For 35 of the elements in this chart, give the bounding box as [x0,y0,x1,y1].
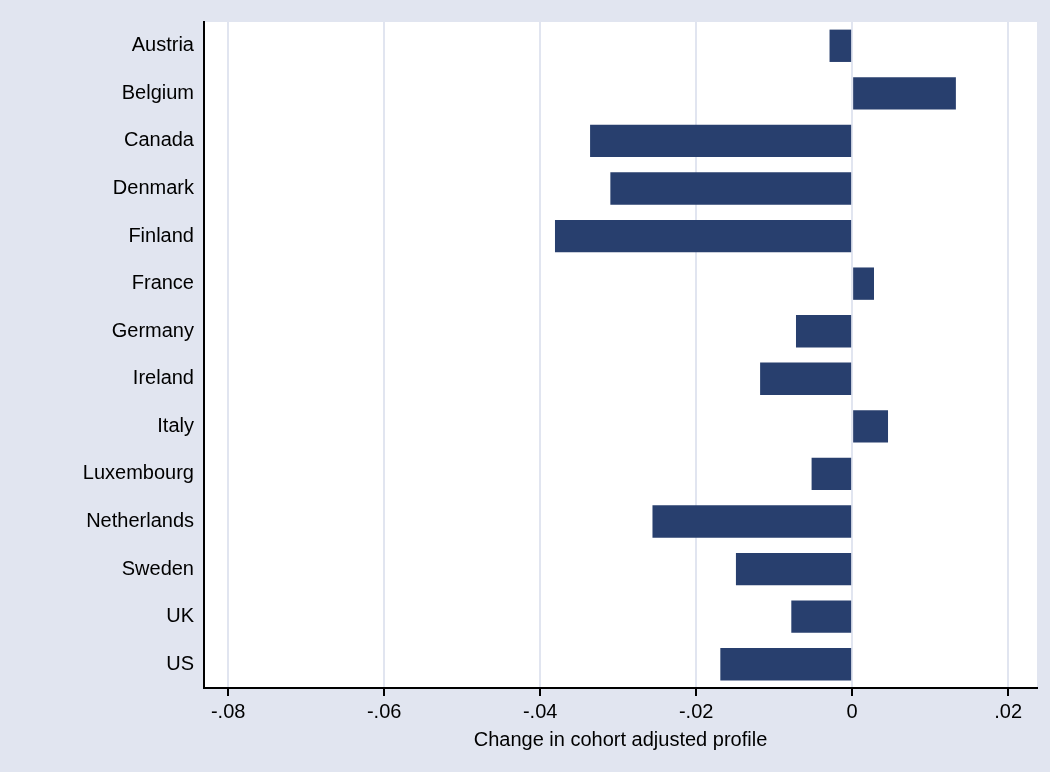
y-tick-label: Ireland [132,366,194,389]
x-axis-title: Change in cohort adjusted profile [473,727,768,750]
bar [554,219,852,253]
y-tick-label: Italy [157,413,194,436]
bar [760,362,852,395]
y-tick-label: Canada [123,128,195,151]
x-tick-label: -.06 [366,699,402,722]
y-tick-label: France [131,271,194,294]
bar [853,267,874,300]
x-tick-label: .02 [994,699,1023,722]
bar [610,172,852,205]
bar [590,124,852,158]
bar [735,552,852,586]
bar [720,648,852,681]
bar [795,315,852,348]
x-tick-label: -.08 [210,699,246,722]
y-tick-label: Finland [128,223,194,246]
bar [811,457,852,491]
y-tick-label: Netherlands [86,509,194,532]
y-tick-label: Denmark [112,176,195,199]
bar [791,600,852,633]
y-tick-label: Austria [131,33,195,56]
x-tick-label: -.02 [678,699,714,722]
y-tick-label: UK [166,604,195,627]
y-tick-label: US [166,651,194,674]
bar [652,505,852,538]
bar [853,77,956,110]
bar [853,410,889,443]
bar [829,29,852,62]
y-tick-label: Germany [111,318,194,341]
y-tick-label: Sweden [121,556,194,579]
x-tick-label: 0 [846,699,858,722]
y-tick-label: Belgium [121,80,194,103]
x-tick-label: -.04 [522,699,558,722]
y-tick-label: Luxembourg [82,461,194,484]
